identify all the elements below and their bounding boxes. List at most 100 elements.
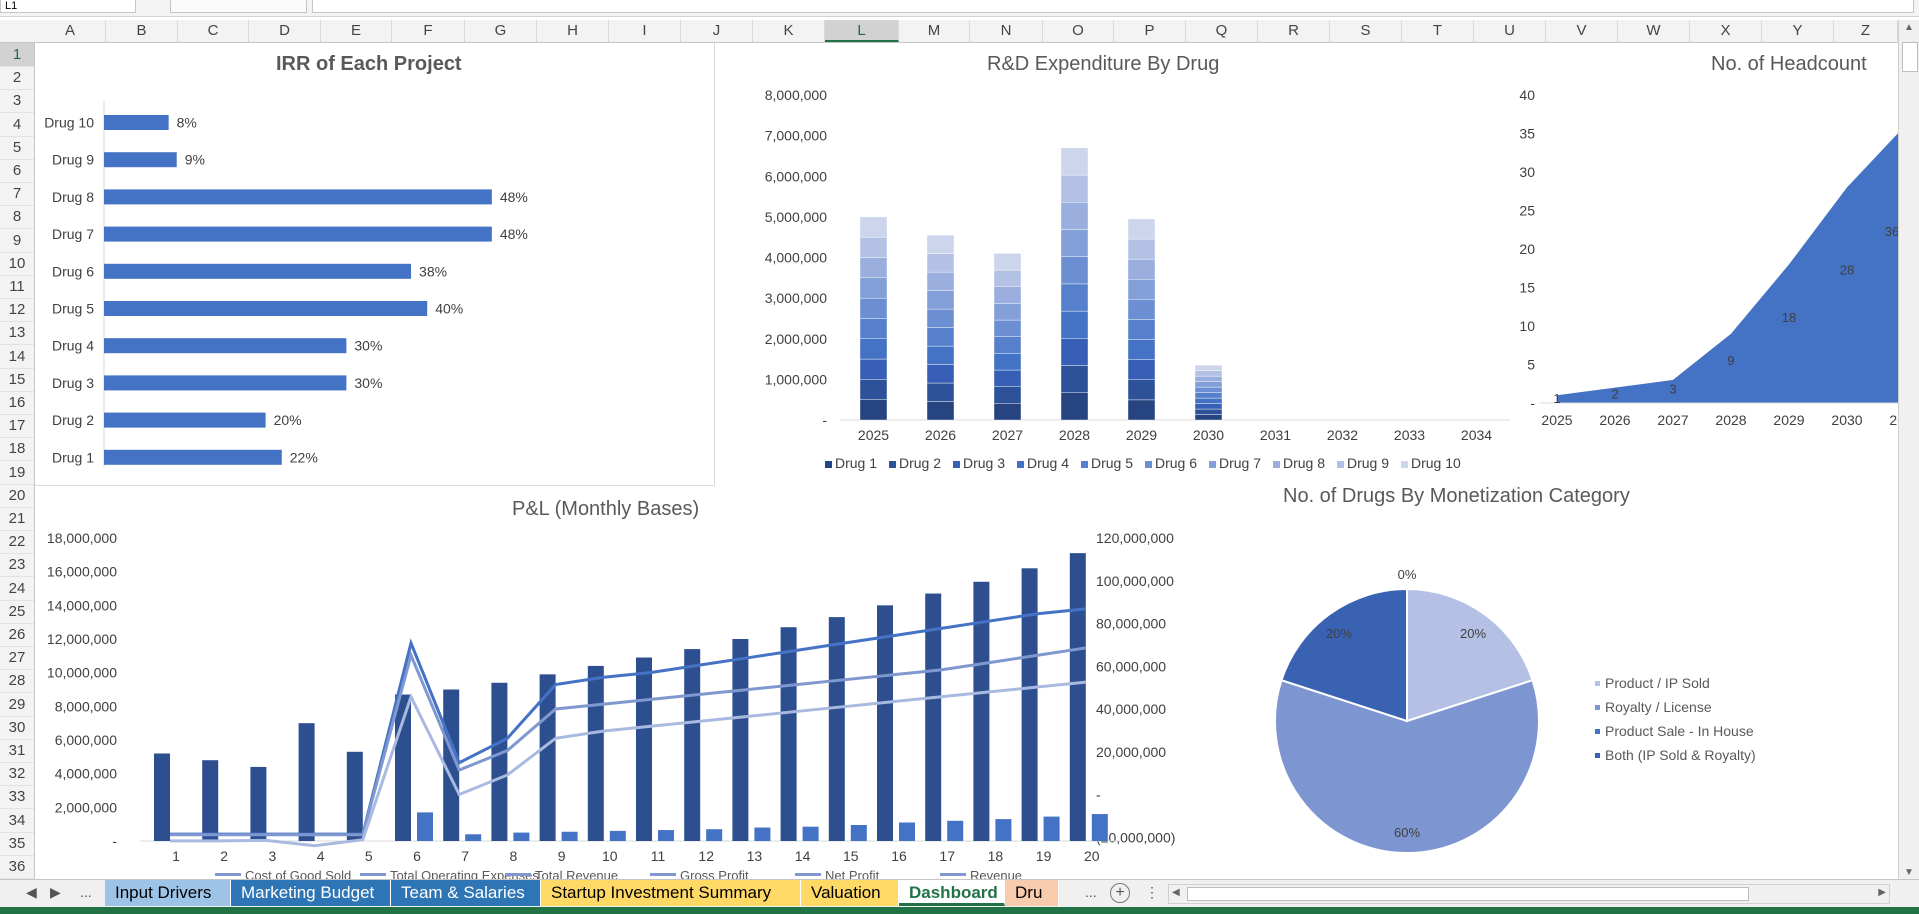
row-header-20[interactable]: 20 <box>0 484 34 508</box>
column-header-y[interactable]: Y <box>1762 20 1834 42</box>
column-header-d[interactable]: D <box>249 20 321 42</box>
row-header-22[interactable]: 22 <box>0 530 34 554</box>
pl-xtick-label: 2 <box>220 848 228 864</box>
sheet-tab-dashboard[interactable]: Dashboard <box>899 880 1005 906</box>
row-header-28[interactable]: 28 <box>0 669 34 693</box>
tab-next-icon[interactable]: ▶ <box>50 884 61 900</box>
rd-bar-segment <box>1060 392 1089 421</box>
row-header-33[interactable]: 33 <box>0 785 34 809</box>
sheet-tab-team-salaries[interactable]: Team & Salaries <box>391 880 541 906</box>
horizontal-scrollbar[interactable]: ◀ ▶ <box>1168 884 1890 904</box>
column-header-i[interactable]: I <box>609 20 681 42</box>
row-header-26[interactable]: 26 <box>0 623 34 647</box>
row-header-19[interactable]: 19 <box>0 461 34 485</box>
column-header-m[interactable]: M <box>899 20 970 42</box>
row-header-6[interactable]: 6 <box>0 159 34 183</box>
sheet-tab-input-drivers[interactable]: Input Drivers <box>105 880 231 906</box>
column-header-n[interactable]: N <box>970 20 1043 42</box>
monetization-chart[interactable]: No. of Drugs By Monetization Category 20… <box>1205 483 1898 879</box>
row-header-2[interactable]: 2 <box>0 66 34 90</box>
column-header-s[interactable]: S <box>1330 20 1402 42</box>
column-header-r[interactable]: R <box>1258 20 1330 42</box>
column-header-w[interactable]: W <box>1618 20 1690 42</box>
tab-more-right[interactable]: ... <box>1085 884 1097 900</box>
column-header-l[interactable]: L <box>825 20 899 42</box>
sheet-tab-valuation[interactable]: Valuation <box>801 880 899 906</box>
headcount-xtick-label: 2027 <box>1657 412 1688 428</box>
row-header-7[interactable]: 7 <box>0 182 34 206</box>
row-header-3[interactable]: 3 <box>0 89 34 113</box>
splitter-icon[interactable]: ⋮ <box>1145 884 1159 900</box>
vertical-scroll-thumb[interactable] <box>1902 42 1918 72</box>
column-header-k[interactable]: K <box>753 20 825 42</box>
add-sheet-icon[interactable]: + <box>1110 883 1130 903</box>
column-header-j[interactable]: J <box>681 20 753 42</box>
column-header-o[interactable]: O <box>1043 20 1114 42</box>
row-header-1[interactable]: 1 <box>0 43 34 67</box>
column-header-v[interactable]: V <box>1546 20 1618 42</box>
row-header-13[interactable]: 13 <box>0 321 34 345</box>
scroll-down-icon[interactable]: ▼ <box>1904 867 1914 878</box>
column-header-g[interactable]: G <box>465 20 537 42</box>
column-header-z[interactable]: Z <box>1834 20 1898 42</box>
row-header-5[interactable]: 5 <box>0 136 34 160</box>
column-header-q[interactable]: Q <box>1186 20 1258 42</box>
row-header-11[interactable]: 11 <box>0 275 34 299</box>
column-header-h[interactable]: H <box>537 20 609 42</box>
worksheet-grid[interactable]: IRR of Each Project Drug 10 8% Drug 9 9% Dru… <box>35 43 1898 879</box>
row-header-8[interactable]: 8 <box>0 205 34 229</box>
row-header-30[interactable]: 30 <box>0 716 34 740</box>
sheet-tab-dru[interactable]: Dru <box>1005 880 1059 906</box>
row-header-14[interactable]: 14 <box>0 345 34 369</box>
sheet-tab-marketing-budget[interactable]: Marketing Budget <box>231 880 391 906</box>
column-header-b[interactable]: B <box>106 20 178 42</box>
irr-chart[interactable]: IRR of Each Project Drug 10 8% Drug 9 9% Dru… <box>35 43 715 486</box>
row-header-18[interactable]: 18 <box>0 437 34 461</box>
irr-category-label: Drug 9 <box>52 152 94 168</box>
row-header-21[interactable]: 21 <box>0 507 34 531</box>
scroll-right-icon[interactable]: ▶ <box>1878 887 1886 898</box>
column-header-u[interactable]: U <box>1474 20 1546 42</box>
row-header-32[interactable]: 32 <box>0 762 34 786</box>
formula-input[interactable] <box>312 0 1914 13</box>
column-header-c[interactable]: C <box>178 20 249 42</box>
sheet-tab-startup-investment-summary[interactable]: Startup Investment Summary <box>541 880 801 906</box>
tab-prev-icon[interactable]: ◀ <box>26 884 37 900</box>
pl-chart[interactable]: P&L (Monthly Bases) 18,000,000 16,000,000… <box>35 490 1205 879</box>
row-header-27[interactable]: 27 <box>0 646 34 670</box>
column-header-t[interactable]: T <box>1402 20 1474 42</box>
row-header-34[interactable]: 34 <box>0 809 34 833</box>
column-header-a[interactable]: A <box>35 20 106 42</box>
row-header-35[interactable]: 35 <box>0 832 34 856</box>
irr-bar <box>104 338 347 354</box>
row-header-10[interactable]: 10 <box>0 252 34 276</box>
row-header-29[interactable]: 29 <box>0 693 34 717</box>
row-header-36[interactable]: 36 <box>0 855 34 879</box>
scroll-left-icon[interactable]: ◀ <box>1172 887 1180 898</box>
name-box[interactable]: L1 <box>0 0 136 13</box>
row-header-25[interactable]: 25 <box>0 600 34 624</box>
row-header-15[interactable]: 15 <box>0 368 34 392</box>
row-header-24[interactable]: 24 <box>0 577 34 601</box>
rd-expenditure-chart[interactable]: R&D Expenditure By Drug 8,000,000 7,000,0… <box>725 43 1515 475</box>
headcount-chart[interactable]: No. of Headcount 40 35 30 25 20 15 10 5 -2025 1 20… <box>1490 43 1898 443</box>
rd-bar-segment <box>993 386 1022 404</box>
vertical-scrollbar[interactable]: ▲ ▼ <box>1898 20 1919 880</box>
row-header-9[interactable]: 9 <box>0 229 34 253</box>
rd-chart-title: R&D Expenditure By Drug <box>987 53 1220 75</box>
tab-more-left[interactable]: ... <box>80 884 92 900</box>
row-header-16[interactable]: 16 <box>0 391 34 415</box>
row-header-12[interactable]: 12 <box>0 298 34 322</box>
column-header-x[interactable]: X <box>1690 20 1762 42</box>
rd-legend-label: Drug 9 <box>1347 455 1389 471</box>
horizontal-scroll-thumb[interactable] <box>1187 887 1749 901</box>
row-header-23[interactable]: 23 <box>0 553 34 577</box>
column-header-p[interactable]: P <box>1114 20 1186 42</box>
column-header-e[interactable]: E <box>321 20 392 42</box>
row-header-31[interactable]: 31 <box>0 739 34 763</box>
column-header-f[interactable]: F <box>392 20 465 42</box>
row-header-4[interactable]: 4 <box>0 113 34 137</box>
row-header-17[interactable]: 17 <box>0 414 34 438</box>
scroll-up-icon[interactable]: ▲ <box>1904 22 1914 33</box>
pl-xtick-label: 17 <box>939 848 955 864</box>
